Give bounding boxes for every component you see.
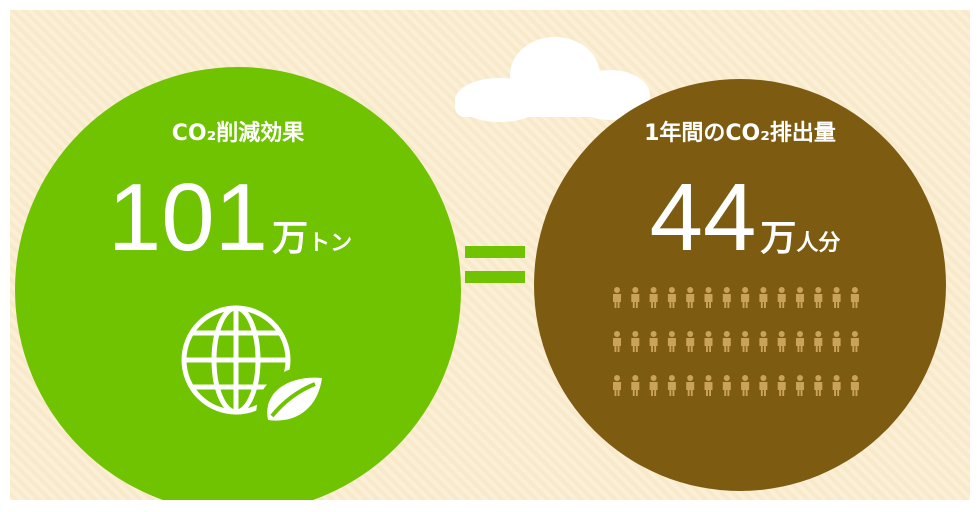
globe-icon <box>181 305 291 415</box>
left-figure: 101 万トン <box>108 164 352 271</box>
left-title: CO₂削減効果 <box>172 120 304 146</box>
right-unit-large: 万 <box>760 218 796 259</box>
right-title: 1年間のCO₂排出量 <box>644 120 836 146</box>
cloud <box>455 37 650 122</box>
left-number: 101 <box>108 164 268 271</box>
leaf-icon <box>256 365 336 431</box>
right-figure: 44 万人分 <box>650 164 841 271</box>
left-unit-large: 万 <box>272 218 308 259</box>
right-number: 44 <box>650 164 757 271</box>
right-unit-small: 人分 <box>796 231 840 256</box>
equals-sign <box>465 246 525 283</box>
left-unit-small: トン <box>308 231 352 256</box>
left-circle <box>15 67 461 500</box>
